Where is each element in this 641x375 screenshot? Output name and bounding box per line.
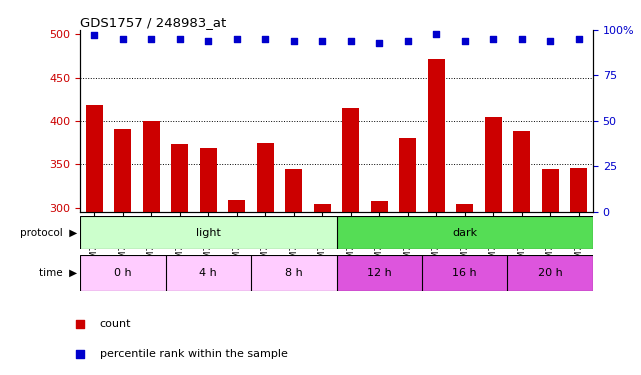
Text: GDS1757 / 248983_at: GDS1757 / 248983_at <box>80 16 226 29</box>
Point <box>480 214 490 220</box>
Text: percentile rank within the sample: percentile rank within the sample <box>99 349 287 359</box>
Point <box>231 36 242 42</box>
Text: protocol  ▶: protocol ▶ <box>20 228 77 238</box>
Bar <box>80 255 165 291</box>
Point <box>488 36 498 42</box>
Text: 0 h: 0 h <box>114 268 131 278</box>
Text: 8 h: 8 h <box>285 268 303 278</box>
Bar <box>428 58 445 375</box>
Bar <box>508 255 593 291</box>
Bar <box>337 255 422 291</box>
Bar <box>114 129 131 375</box>
Bar <box>370 201 388 375</box>
Bar <box>80 216 337 249</box>
Bar <box>313 204 331 375</box>
Point <box>317 38 328 44</box>
Text: 4 h: 4 h <box>199 268 217 278</box>
Bar <box>342 108 360 375</box>
Point <box>345 38 356 44</box>
Point <box>574 36 584 42</box>
Bar <box>257 142 274 375</box>
Point <box>175 36 185 42</box>
Point <box>203 38 213 44</box>
Bar <box>143 121 160 375</box>
Point <box>118 36 128 42</box>
Bar <box>570 168 587 375</box>
Point <box>403 38 413 44</box>
Point <box>374 40 385 46</box>
Bar <box>285 170 303 375</box>
Point <box>146 36 156 42</box>
Bar <box>485 117 502 375</box>
Bar <box>171 144 188 375</box>
Point <box>260 36 271 42</box>
Text: 12 h: 12 h <box>367 268 392 278</box>
Text: dark: dark <box>452 228 478 238</box>
Text: light: light <box>196 228 221 238</box>
Bar <box>399 138 416 375</box>
Bar <box>200 148 217 375</box>
Point <box>460 38 470 44</box>
Bar <box>86 105 103 375</box>
Point <box>288 38 299 44</box>
Bar <box>251 255 337 291</box>
Text: time  ▶: time ▶ <box>39 268 77 278</box>
Point <box>89 33 99 39</box>
Bar <box>337 216 593 249</box>
Bar <box>513 131 530 375</box>
Bar <box>422 255 508 291</box>
Bar <box>542 169 559 375</box>
Text: 20 h: 20 h <box>538 268 563 278</box>
Point <box>517 36 527 42</box>
Bar <box>228 200 246 375</box>
Point <box>545 38 555 44</box>
Bar <box>456 204 473 375</box>
Text: count: count <box>99 319 131 329</box>
Text: 16 h: 16 h <box>453 268 477 278</box>
Bar <box>165 255 251 291</box>
Point <box>431 31 442 37</box>
